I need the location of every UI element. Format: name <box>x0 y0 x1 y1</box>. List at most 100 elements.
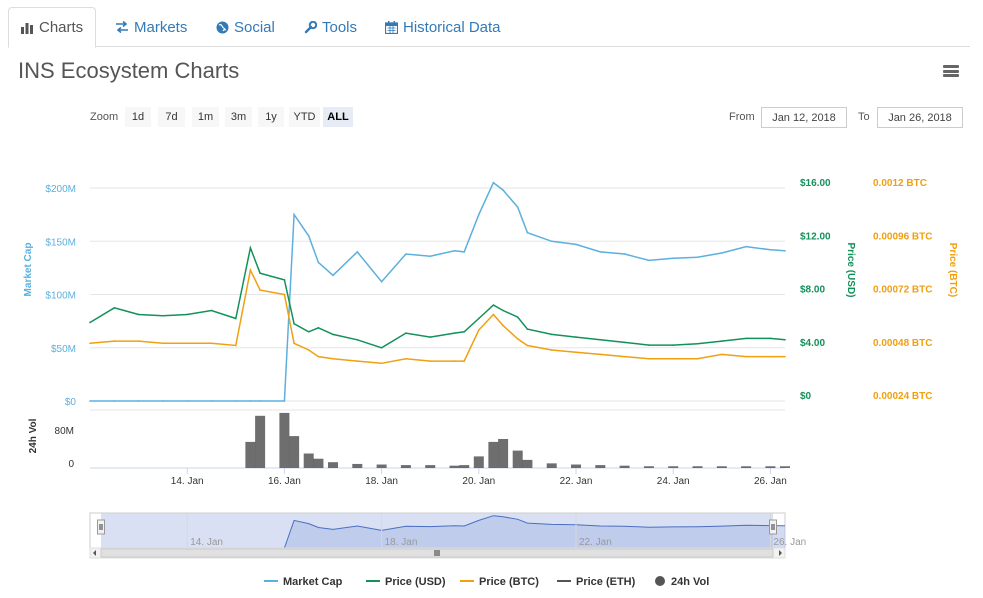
legend-item[interactable]: Market Cap <box>264 576 343 588</box>
vol-tick-label: 0 <box>68 459 74 470</box>
legend-item[interactable]: Price (ETH) <box>557 576 636 588</box>
x-tick-label: 26. Jan <box>754 476 787 487</box>
volume-bar <box>546 463 557 468</box>
series-price-btc-point <box>405 358 407 360</box>
volume-bar <box>328 462 339 468</box>
navigator-tick-label: 22. Jan <box>579 537 612 548</box>
series-market-cap-point <box>526 231 529 234</box>
series-price-btc-point <box>210 342 213 345</box>
x-tick-label: 20. Jan <box>462 476 495 487</box>
y-tick-label-usd: $16.00 <box>800 178 831 189</box>
legend-item[interactable]: Price (USD) <box>366 576 446 588</box>
series-market-cap-point <box>210 400 213 402</box>
zoom-label: Zoom <box>90 111 119 123</box>
series-price-btc-point <box>453 360 456 362</box>
series-market-cap-point <box>516 206 519 208</box>
zoom-1m-button[interactable]: 1m <box>192 107 219 127</box>
series-price-btc-point <box>235 344 237 347</box>
series-price-usd-point <box>356 338 359 341</box>
tab-historical-data[interactable]: Historical Data <box>373 7 513 47</box>
series-market-cap-point <box>332 274 334 277</box>
series-price-btc-point <box>784 355 786 358</box>
legend-label: 24h Vol <box>671 576 709 588</box>
y-axis-label-left: Market Cap <box>23 243 34 297</box>
scrollbar-track <box>89 547 786 559</box>
series-market-cap-point <box>784 250 786 252</box>
exchange-icon <box>115 21 129 33</box>
y-tick-label-usd: $8.00 <box>800 285 825 296</box>
series-price-usd-point <box>380 346 383 349</box>
series-price-btc-point <box>113 340 116 342</box>
series-market-cap-point <box>429 255 432 257</box>
series-market-cap-point <box>380 280 383 283</box>
series-price-usd-point <box>526 328 529 330</box>
volume-bar <box>512 450 523 468</box>
tab-label: Tools <box>322 18 358 36</box>
page-title: INS Ecosystem Charts <box>18 58 240 83</box>
series-price-btc-point <box>249 269 252 271</box>
series-market-cap-point <box>186 400 189 402</box>
y-axis-label-btc: Price (BTC) <box>947 243 958 297</box>
series-market-cap-point <box>162 400 164 402</box>
hamburger-menu-icon[interactable] <box>943 65 959 77</box>
series-price-btc-point <box>648 358 650 360</box>
series-price-btc-point <box>672 358 675 360</box>
tab-tools[interactable]: Tools <box>292 7 369 47</box>
series-price-usd-point <box>137 313 140 316</box>
series-price-btc-point <box>745 355 747 358</box>
from-date-input[interactable]: Jan 12, 2018 <box>761 107 847 128</box>
zoom-1y-button[interactable]: 1y <box>258 107 284 127</box>
series-price-btc-point <box>696 358 699 360</box>
calendar-icon <box>385 20 398 34</box>
series-market-cap-point <box>478 213 480 216</box>
legend-item[interactable]: Price (BTC) <box>460 576 539 588</box>
series-price-btc-point <box>89 342 91 345</box>
series-price-btc-point <box>429 360 432 362</box>
series-price-btc-point <box>575 351 577 353</box>
x-tick-label: 16. Jan <box>268 476 301 487</box>
series-price-usd-point <box>113 307 116 309</box>
volume-bar <box>643 466 654 468</box>
series-price-usd-point <box>89 321 91 324</box>
series-market-cap-point <box>463 251 466 253</box>
tab-social[interactable]: Social <box>204 7 287 47</box>
series-price-usd-point <box>429 336 432 338</box>
zoom-7d-button[interactable]: 7d <box>158 107 185 127</box>
series-market-cap-point <box>648 259 650 262</box>
zoom-3m-button[interactable]: 3m <box>225 107 252 127</box>
zoom-all-button[interactable]: ALL <box>323 107 353 127</box>
legend-label: Price (BTC) <box>479 576 539 588</box>
globe-icon <box>216 21 229 34</box>
series-price-btc-point <box>721 353 723 356</box>
zoom-1d-button[interactable]: 1d <box>125 107 151 127</box>
series-price-usd-point <box>550 333 553 336</box>
x-tick-label: 14. Jan <box>171 476 204 487</box>
series-market-cap-point <box>623 253 626 255</box>
series-market-cap-point <box>405 253 407 255</box>
series-price-usd <box>89 245 786 349</box>
y-tick-label-btc: 0.0012 BTC <box>873 178 927 189</box>
series-price-usd-point <box>575 336 577 338</box>
series-price-usd-point <box>186 313 189 316</box>
volume-bar <box>313 458 324 468</box>
series-price-btc-point <box>478 329 480 331</box>
legend-marker <box>655 576 665 586</box>
series-price-btc-point <box>769 355 772 358</box>
volume-bar <box>522 459 533 468</box>
series-market-cap-point <box>249 400 252 402</box>
tab-markets[interactable]: Markets <box>103 7 199 47</box>
series-price-usd-point <box>516 316 519 318</box>
series-price-btc-point <box>516 338 519 340</box>
tab-charts[interactable]: Charts <box>8 7 97 48</box>
series-price-btc-point <box>259 289 261 291</box>
series-market-cap-point <box>575 243 577 246</box>
volume-bar <box>255 415 266 468</box>
to-date-input[interactable]: Jan 26, 2018 <box>877 107 963 128</box>
series-price-usd-point <box>283 279 286 281</box>
from-label: From <box>729 111 755 123</box>
series-market-cap-point <box>317 261 320 264</box>
zoom-ytd-button[interactable]: YTD <box>289 107 320 127</box>
series-price-usd-point <box>769 337 772 340</box>
tab-label: Historical Data <box>403 18 501 36</box>
legend-item[interactable]: 24h Vol <box>655 576 709 588</box>
